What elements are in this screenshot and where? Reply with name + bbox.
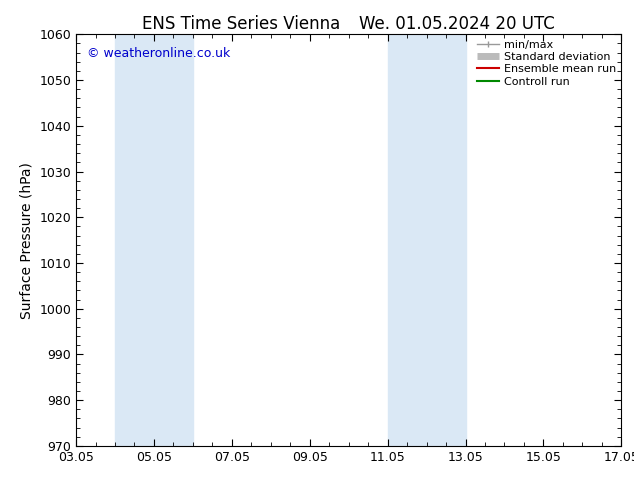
Text: ENS Time Series Vienna: ENS Time Series Vienna <box>142 15 340 33</box>
Text: © weatheronline.co.uk: © weatheronline.co.uk <box>87 47 230 60</box>
Bar <box>115 34 193 446</box>
Legend: min/max, Standard deviation, Ensemble mean run, Controll run: min/max, Standard deviation, Ensemble me… <box>475 38 618 89</box>
Text: We. 01.05.2024 20 UTC: We. 01.05.2024 20 UTC <box>359 15 554 33</box>
Bar <box>387 34 465 446</box>
Y-axis label: Surface Pressure (hPa): Surface Pressure (hPa) <box>20 162 34 318</box>
